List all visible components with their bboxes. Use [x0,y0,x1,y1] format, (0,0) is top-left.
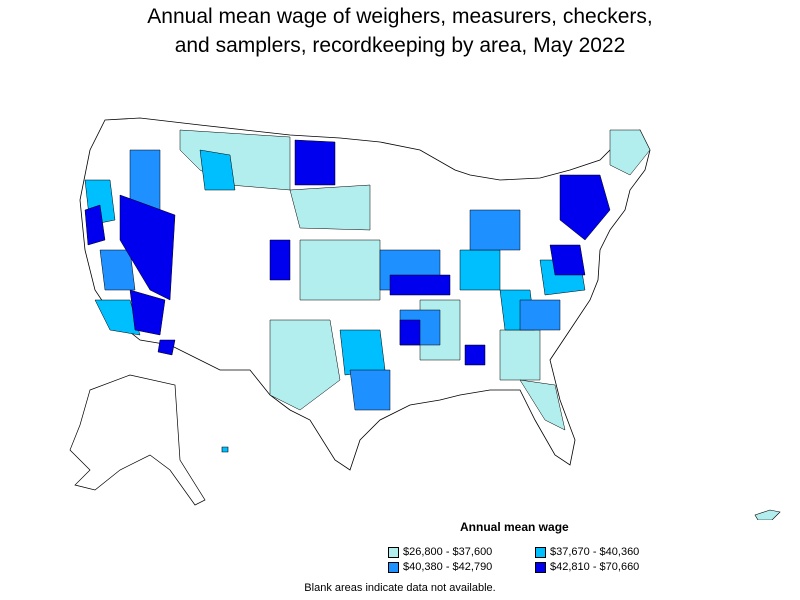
legend-item-2: $37,670 - $40,360 [535,546,639,558]
legend-item-4: $42,810 - $70,660 [535,561,639,573]
legend-label-2: $37,670 - $40,360 [550,546,640,558]
legend-item-3: $40,380 - $42,790 [388,561,492,573]
title-line-1: Annual mean wage of weighers, measurers,… [147,5,653,28]
alaska-outline [69,374,206,506]
nevada-region [119,194,176,301]
footnote: Blank areas indicate data not available. [304,582,496,594]
legend-label-1: $26,800 - $37,600 [403,546,493,558]
title-line-2: and samplers, recordkeeping by area, May… [174,34,626,57]
us-map [69,117,781,520]
legend-swatch-3 [388,561,399,573]
legend-label-3: $40,380 - $42,790 [403,561,493,573]
legend-swatch-1 [388,546,399,558]
legend-label-4: $42,810 - $70,660 [550,561,640,573]
legend-title: Annual mean wage [460,520,569,534]
legend-item-1: $26,800 - $37,600 [388,546,492,558]
legend-swatch-4 [535,561,546,573]
map-title: Annual mean wage of weighers, measurers,… [0,2,800,60]
legend-swatch-2 [535,546,546,558]
